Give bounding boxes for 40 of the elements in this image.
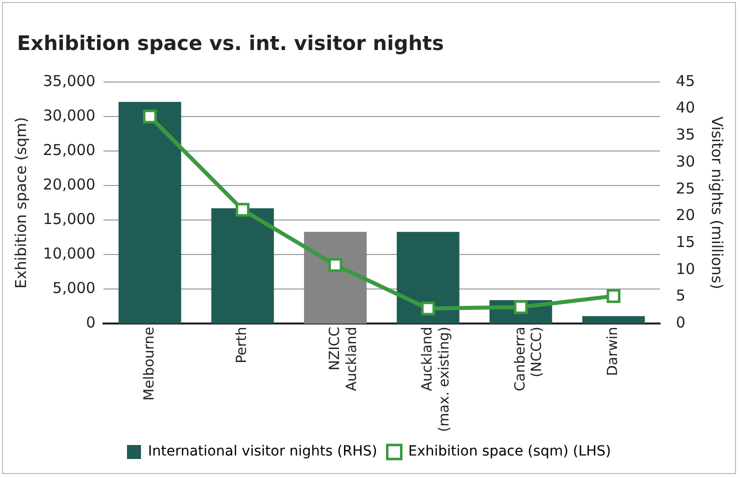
y-tick-label: 35,000 [42,72,96,90]
y-tick-label: 15,000 [42,210,96,228]
y2-axis-title: Visitor nights (millions) [708,116,726,290]
bar [118,102,182,324]
x-tick-label: Darwin [605,326,622,376]
y2-tick-label: 0 [676,314,686,332]
point [142,110,157,124]
y2-tick-label: 10 [676,260,696,278]
point [514,300,528,314]
y-axis-title: Exhibition space (sqm) [12,117,30,289]
y2-tick-label: 45 [676,72,696,90]
point [236,202,250,217]
x-tick-label: Canberra (NCCC) [512,326,546,392]
bar [396,232,460,324]
y2-tick-label: 40 [676,98,696,117]
y2-tick-label: 20 [676,206,696,224]
y-tick-label: 0 [86,314,96,332]
y-tick-label: 5,000 [52,279,96,298]
y-tick-label: 25,000 [42,140,96,159]
y2-tick-label: 25 [676,179,696,198]
y2-tick-label: 5 [676,286,686,305]
bar [211,208,274,324]
y-tick-label: 30,000 [42,106,96,124]
bar [582,316,645,324]
x-tick-label: NZICC Auckland [326,326,360,392]
y2-tick-label: 30 [676,152,696,170]
x-tick-label: Melbourne [141,326,158,401]
y2-tick-label: 15 [676,233,696,252]
legend-label: Exhibition space (sqm) (LHS) [408,444,612,460]
y2-tick-label: 35 [676,126,696,144]
chart-title: Exhibition space vs. int. visitor nights [17,31,444,55]
y-tick-label: 20,000 [42,175,96,194]
x-tick-label: Auckland (max. existing) [420,326,453,432]
point [606,289,620,303]
y-tick-label: 10,000 [42,244,96,263]
point [328,258,342,272]
x-tick-label: Perth [234,326,250,364]
bar [304,232,367,324]
legend-label: International visitor nights (RHS) [148,444,378,460]
point [421,302,435,316]
